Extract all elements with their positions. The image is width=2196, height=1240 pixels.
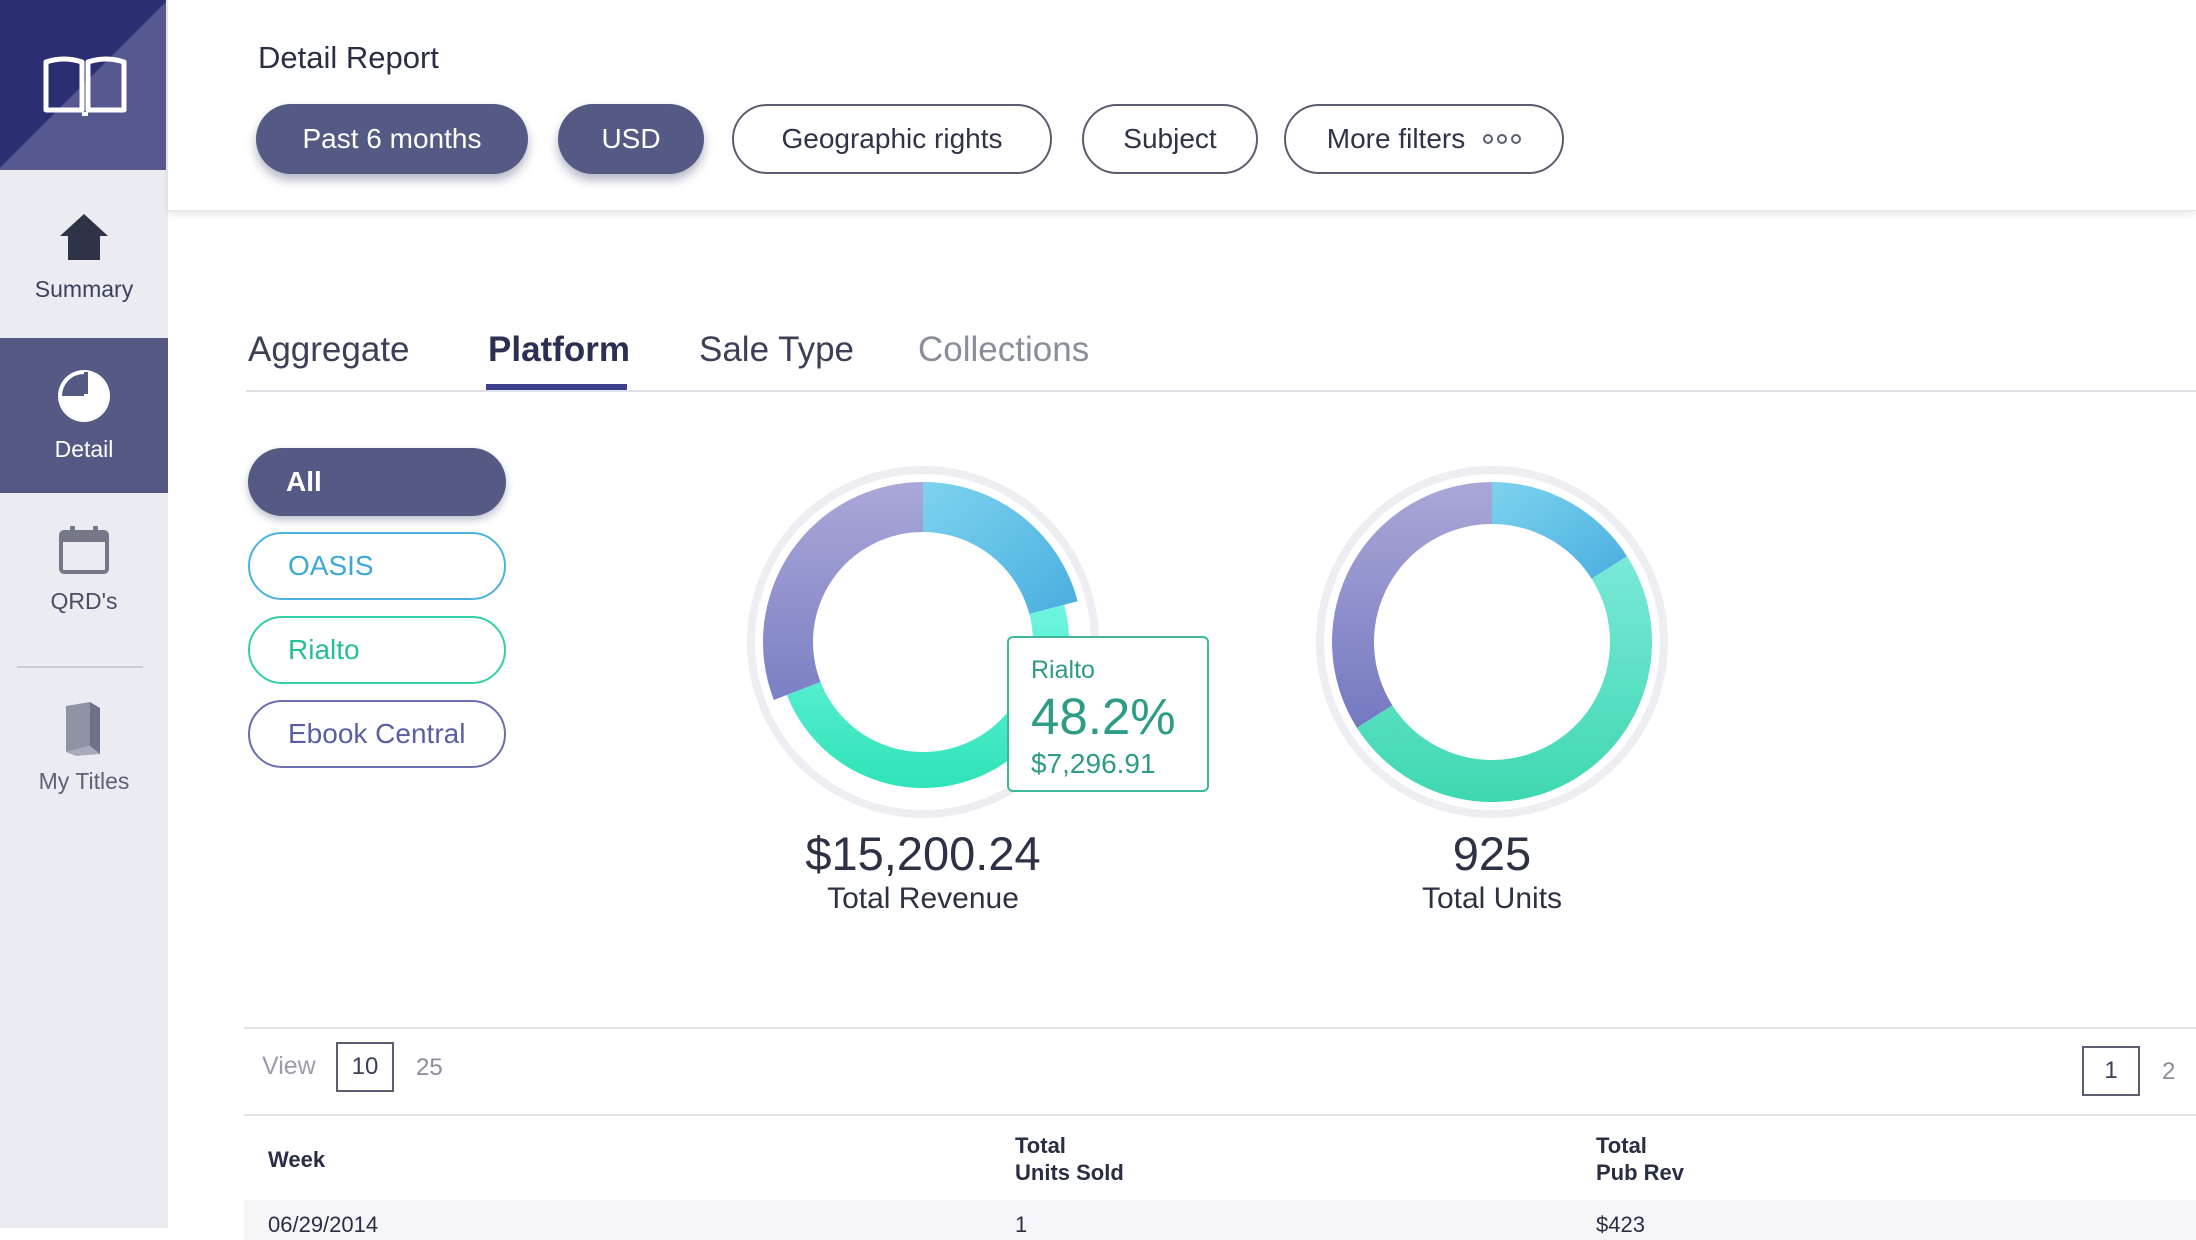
tooltip-name: Rialto	[1031, 656, 1095, 684]
donut-slice-rialto[interactable]	[786, 604, 1069, 788]
home-icon	[60, 214, 108, 260]
view-label: View	[262, 1052, 316, 1080]
table-top-divider	[244, 1027, 2196, 1029]
pie-chart-icon	[58, 370, 110, 422]
units-donut-chart	[1316, 466, 1668, 818]
page-size-10-button[interactable]: 10	[336, 1042, 394, 1092]
column-header-units[interactable]: Total Units Sold	[1015, 1132, 1124, 1186]
sidebar-item-summary[interactable]: Summary	[0, 210, 168, 338]
page-size-25-button[interactable]: 25	[416, 1054, 443, 1081]
revenue-slices	[763, 482, 1078, 788]
app-logo[interactable]	[0, 0, 166, 170]
page-title: Detail Report	[258, 40, 439, 75]
tabs-divider	[246, 390, 2196, 392]
platform-ebook-central-button[interactable]: Ebook Central	[248, 700, 506, 768]
column-header-rev[interactable]: Total Pub Rev	[1596, 1132, 1684, 1186]
total-revenue-value: $15,200.24	[805, 827, 1041, 880]
main-content: Aggregate Platform Sale Type Collections…	[168, 212, 2196, 1240]
total-revenue-label: Total Revenue	[827, 882, 1019, 915]
calendar-icon	[59, 526, 109, 574]
open-book-icon	[43, 56, 127, 116]
tab-collections[interactable]: Collections	[918, 330, 1090, 369]
donut-slice-rialto[interactable]	[1356, 556, 1652, 802]
more-filters-label: More filters	[1326, 123, 1466, 154]
cell-rev: $423	[1596, 1212, 1645, 1237]
sidebar-item-my-titles[interactable]: My Titles	[0, 700, 168, 828]
platform-oasis-button[interactable]: OASIS	[248, 532, 506, 600]
table-row[interactable]	[244, 1200, 2196, 1240]
sidebar-item-detail[interactable]: Detail	[0, 338, 168, 493]
filter-currency-button[interactable]: USD	[558, 104, 704, 174]
page-2-button[interactable]: 2	[2162, 1058, 2176, 1085]
donut-slice-oasis[interactable]	[923, 482, 1078, 614]
sidebar-item-qrds[interactable]: QRD's	[0, 524, 168, 652]
filter-geographic-rights-button[interactable]: Geographic rights	[732, 104, 1052, 174]
more-dots-icon	[1483, 134, 1522, 144]
cell-units: 1	[1015, 1212, 1028, 1237]
tab-aggregate[interactable]: Aggregate	[248, 330, 410, 369]
platform-all-button[interactable]: All	[248, 448, 506, 516]
units-slices	[1332, 482, 1652, 802]
column-header-rev-line1: Total	[1596, 1133, 1647, 1158]
column-header-units-line1: Total	[1015, 1133, 1066, 1158]
more-filters-button[interactable]: More filters	[1284, 104, 1564, 174]
sidebar-divider	[17, 666, 143, 668]
report-header: Detail Report Past 6 months USD Geograph…	[168, 0, 2196, 211]
sidebar-item-label: Detail	[54, 436, 114, 462]
sidebar: Summary Detail QRD's My Titles	[0, 0, 168, 1228]
tab-sale-type[interactable]: Sale Type	[699, 330, 855, 369]
table-header-divider	[244, 1114, 2196, 1116]
donut-slice-oasis[interactable]	[1492, 482, 1628, 579]
book-icon	[66, 702, 100, 756]
tooltip-percent: 48.2%	[1031, 688, 1176, 745]
sidebar-item-label: QRD's	[50, 588, 118, 614]
donut-slice-ebook-central[interactable]	[763, 482, 923, 700]
column-header-units-line2: Units Sold	[1015, 1160, 1124, 1185]
filter-subject-button[interactable]: Subject	[1082, 104, 1258, 174]
active-tab-indicator	[486, 384, 627, 390]
platform-rialto-button[interactable]: Rialto	[248, 616, 506, 684]
sidebar-item-label: Summary	[34, 276, 134, 302]
tab-platform[interactable]: Platform	[488, 330, 630, 369]
sidebar-item-label: My Titles	[38, 768, 130, 794]
total-units-label: Total Units	[1421, 882, 1563, 915]
tooltip-value: $7,296.91	[1031, 748, 1156, 779]
filter-period-button[interactable]: Past 6 months	[256, 104, 528, 174]
cell-week: 06/29/2014	[268, 1212, 379, 1237]
column-header-week[interactable]: Week	[268, 1147, 326, 1172]
donut-slice-ebook-central[interactable]	[1332, 482, 1492, 728]
column-header-rev-line2: Pub Rev	[1596, 1160, 1685, 1185]
page-1-button[interactable]: 1	[2082, 1046, 2140, 1096]
rialto-tooltip: Rialto 48.2% $7,296.91	[1007, 636, 1209, 792]
total-units-value: 925	[1452, 827, 1532, 880]
